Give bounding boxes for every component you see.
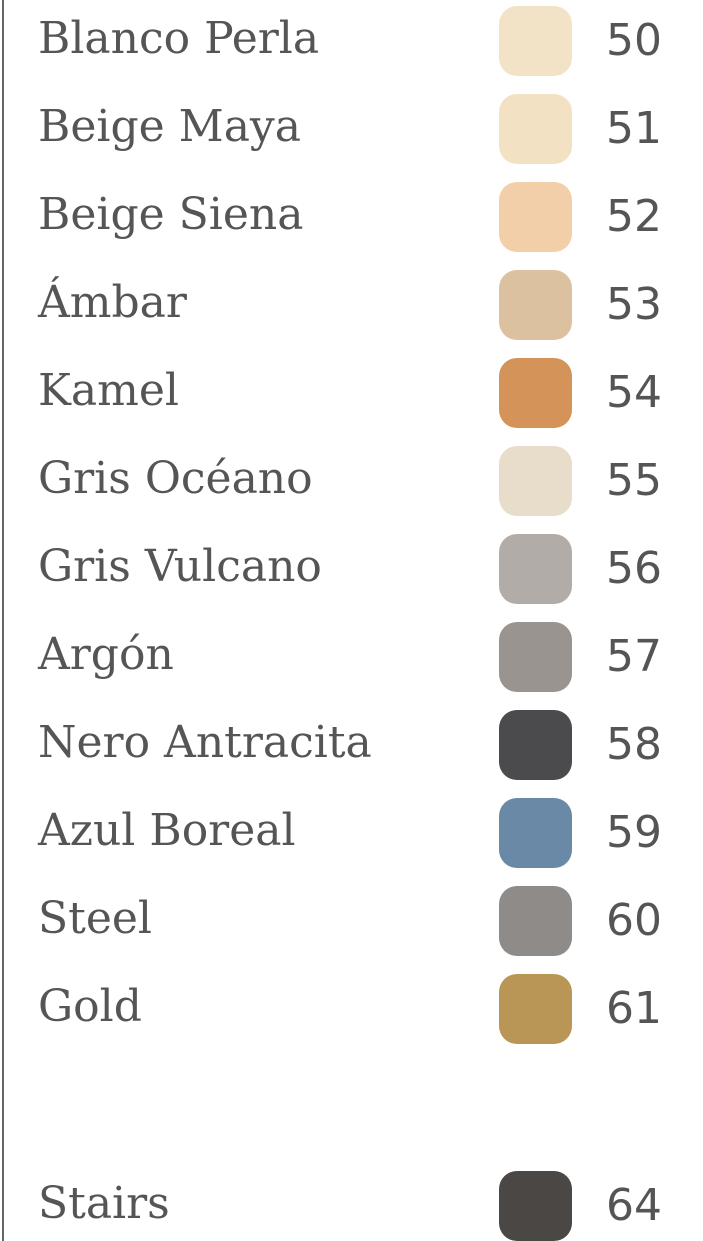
color-code: 55 — [606, 451, 662, 511]
color-swatch — [499, 534, 572, 604]
color-name: Stairs — [38, 1174, 170, 1234]
color-swatch — [499, 446, 572, 516]
color-name: Gris Vulcano — [38, 537, 322, 597]
color-name: Ámbar — [38, 273, 187, 333]
left-rule — [2, 0, 4, 1241]
color-code: 58 — [606, 715, 662, 775]
color-swatch — [499, 886, 572, 956]
color-code: 54 — [606, 363, 662, 423]
color-name: Kamel — [38, 361, 179, 421]
color-name: Nero Antracita — [38, 713, 372, 773]
color-swatch — [499, 622, 572, 692]
color-swatch — [499, 270, 572, 340]
color-code: 61 — [606, 979, 662, 1039]
color-swatch — [499, 798, 572, 868]
color-name: Blanco Perla — [38, 9, 319, 69]
color-name: Beige Siena — [38, 185, 303, 245]
color-list: Blanco Perla 50 Beige Maya 51 Beige Siena 52 Á… — [0, 0, 703, 1241]
color-swatch — [499, 182, 572, 252]
color-code: 53 — [606, 275, 662, 335]
color-swatch — [499, 974, 572, 1044]
color-code: 50 — [606, 11, 662, 71]
color-name: Beige Maya — [38, 97, 301, 157]
color-swatch — [499, 1171, 572, 1241]
color-name: Gris Océano — [38, 449, 313, 509]
color-code: 56 — [606, 539, 662, 599]
color-name: Azul Boreal — [38, 801, 296, 861]
color-code: 59 — [606, 803, 662, 863]
color-code: 52 — [606, 187, 662, 247]
color-swatch — [499, 6, 572, 76]
color-swatch — [499, 94, 572, 164]
color-code: 64 — [606, 1176, 662, 1236]
color-name: Argón — [38, 625, 174, 685]
color-code: 60 — [606, 891, 662, 951]
color-name: Gold — [38, 977, 142, 1037]
color-name: Steel — [38, 889, 152, 949]
color-code: 57 — [606, 627, 662, 687]
color-swatch — [499, 358, 572, 428]
color-code: 51 — [606, 99, 662, 159]
color-swatch — [499, 710, 572, 780]
